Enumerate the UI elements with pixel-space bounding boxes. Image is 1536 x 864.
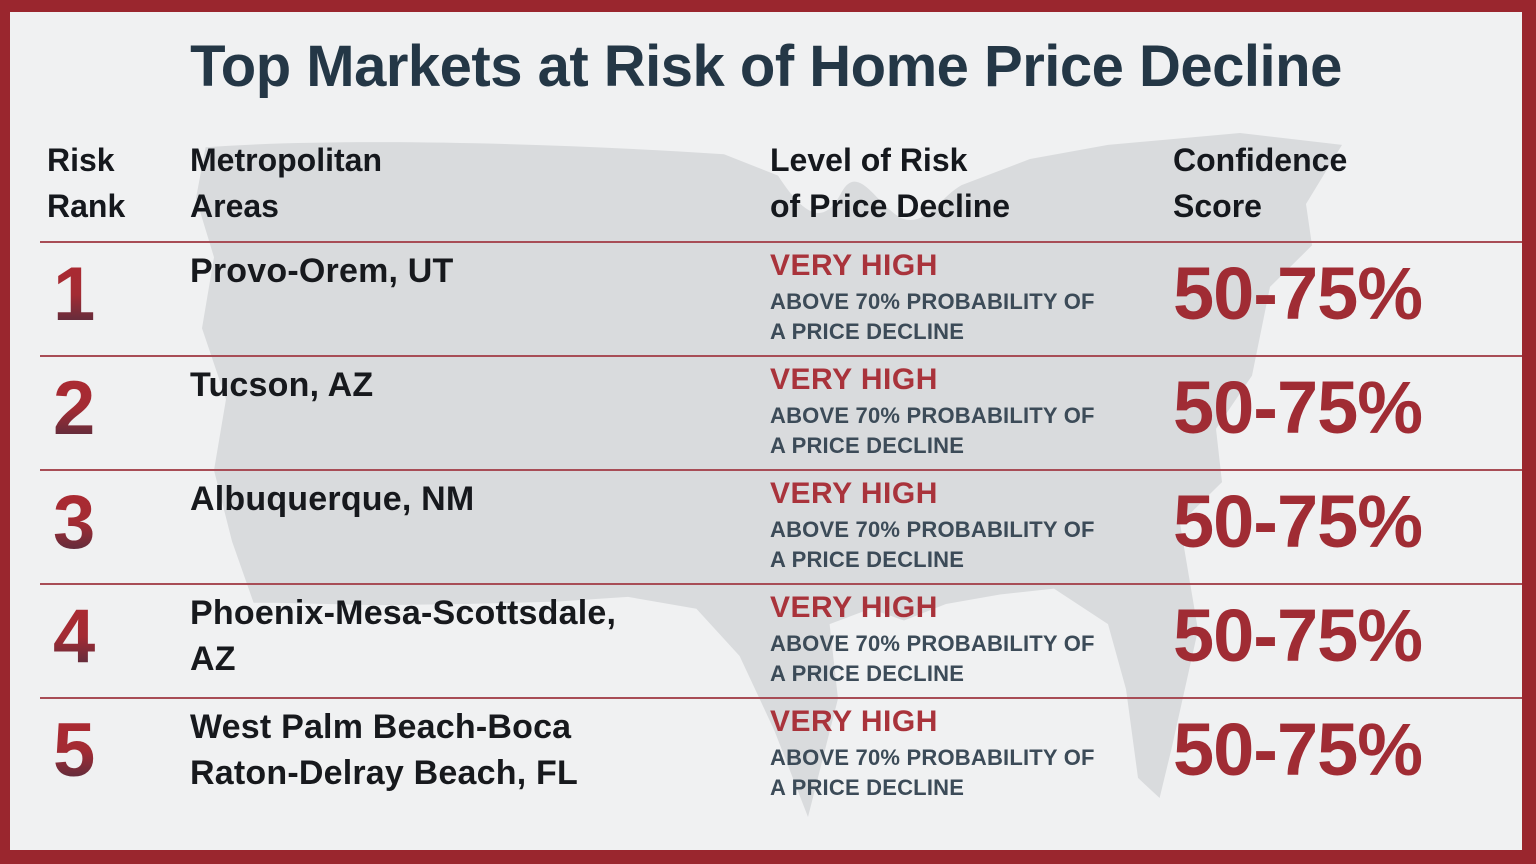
rank-number: 5 [53, 707, 96, 793]
risk-level-label: VERY HIGH [770, 704, 938, 738]
table-row: 2 Tucson, AZ VERY HIGH ABOVE 70% PROBABI… [40, 354, 1522, 469]
risk-detail-text: ABOVE 70% PROBABILITY OF A PRICE DECLINE [770, 402, 1095, 458]
confidence-score: 50-75% [1173, 593, 1423, 677]
risk-cell: VERY HIGH ABOVE 70% PROBABILITY OF A PRI… [770, 248, 1173, 355]
table-header-row: Risk Rank Metropolitan Areas Level of Ri… [40, 137, 1522, 241]
risk-level-label: VERY HIGH [770, 362, 938, 396]
metro-name: Tucson, AZ [190, 365, 374, 404]
header-confidence-score: Confidence Score [1173, 141, 1348, 225]
risk-cell: VERY HIGH ABOVE 70% PROBABILITY OF A PRI… [770, 590, 1173, 697]
table-row: 4 Phoenix-Mesa-Scottsdale, AZ VERY HIGH … [40, 582, 1522, 697]
risk-level-label: VERY HIGH [770, 476, 938, 510]
header-risk-level: Level of Risk of Price Decline [770, 141, 1011, 225]
confidence-score: 50-75% [1173, 251, 1423, 335]
risk-cell: VERY HIGH ABOVE 70% PROBABILITY OF A PRI… [770, 476, 1173, 583]
risk-level-label: VERY HIGH [770, 590, 938, 624]
confidence-score: 50-75% [1173, 479, 1423, 563]
table-row: 3 Albuquerque, NM VERY HIGH ABOVE 70% PR… [40, 468, 1522, 583]
header-risk-rank: Risk Rank [47, 141, 126, 225]
metro-name: West Palm Beach-Boca Raton-Delray Beach,… [190, 707, 578, 792]
rank-number: 2 [53, 365, 96, 451]
infographic-card: Top Markets at Risk of Home Price Declin… [10, 12, 1522, 850]
risk-detail-text: ABOVE 70% PROBABILITY OF A PRICE DECLINE [770, 288, 1095, 344]
risk-cell: VERY HIGH ABOVE 70% PROBABILITY OF A PRI… [770, 704, 1173, 811]
rank-number: 4 [53, 593, 96, 679]
header-metropolitan-areas: Metropolitan Areas [190, 141, 382, 225]
table-row: 5 West Palm Beach-Boca Raton-Delray Beac… [40, 696, 1522, 811]
confidence-score: 50-75% [1173, 365, 1423, 449]
metro-name: Phoenix-Mesa-Scottsdale, AZ [190, 593, 617, 678]
table-row: 1 Provo-Orem, UT VERY HIGH ABOVE 70% PRO… [40, 240, 1522, 355]
metro-name: Provo-Orem, UT [190, 251, 454, 290]
metro-name: Albuquerque, NM [190, 479, 475, 518]
risk-detail-text: ABOVE 70% PROBABILITY OF A PRICE DECLINE [770, 516, 1095, 572]
infographic-content: Top Markets at Risk of Home Price Declin… [10, 34, 1522, 811]
confidence-score: 50-75% [1173, 707, 1423, 791]
risk-cell: VERY HIGH ABOVE 70% PROBABILITY OF A PRI… [770, 362, 1173, 469]
rank-number: 3 [53, 479, 96, 565]
risk-detail-text: ABOVE 70% PROBABILITY OF A PRICE DECLINE [770, 630, 1095, 686]
risk-detail-text: ABOVE 70% PROBABILITY OF A PRICE DECLINE [770, 744, 1095, 800]
page-title: Top Markets at Risk of Home Price Declin… [190, 34, 1342, 99]
rank-number: 1 [53, 251, 96, 337]
risk-level-label: VERY HIGH [770, 248, 938, 282]
